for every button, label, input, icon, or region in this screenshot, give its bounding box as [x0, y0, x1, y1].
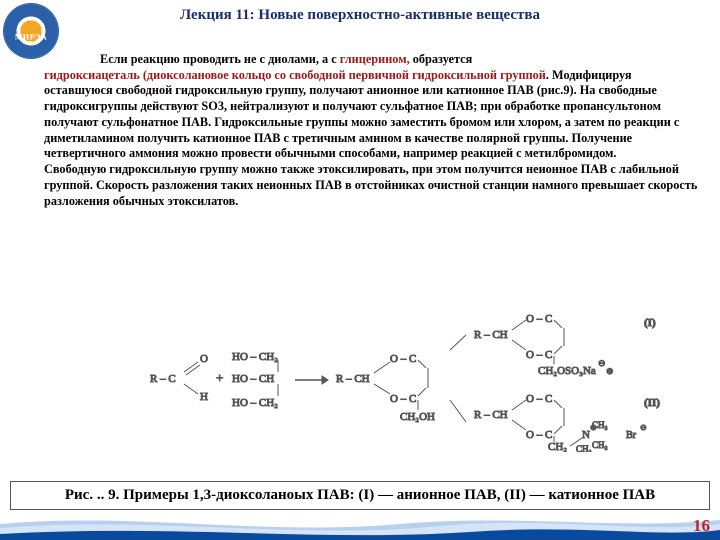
footer-wave — [0, 510, 720, 540]
lbl: CH₃ — [576, 444, 592, 452]
lbl: O – C — [526, 393, 552, 405]
lbl: CH₂OSO₃Na — [538, 365, 596, 377]
lbl: R – CH — [336, 373, 370, 385]
lbl: O – C — [390, 353, 416, 365]
lbl: O – C — [526, 313, 552, 325]
t-red2: гидроксиацеталь (диоксолановое кольцо со… — [44, 68, 546, 82]
slide-title: Лекция 11: Новые поверхностно-активные в… — [0, 7, 720, 24]
lbl: HO – CH — [232, 373, 274, 385]
lbl: O – C — [526, 429, 552, 441]
lbl: H — [200, 391, 208, 403]
lbl: HO – CH₂ — [232, 351, 278, 363]
lbl: + — [216, 370, 223, 385]
lbl: N — [582, 429, 590, 441]
chemical-scheme: R – C O H + HO – CH₂ HO – CH HO – CH₂ R … — [150, 310, 670, 452]
t1: Если реакцию проводить не с диолами, а с — [100, 52, 340, 66]
lbl: Br — [626, 430, 637, 441]
t4: Свободную гидроксильную группу можно так… — [44, 162, 700, 209]
lbl: HO – CH₂ — [232, 397, 278, 409]
lbl: O — [200, 353, 208, 365]
lbl: (I) — [644, 317, 656, 329]
lbl: ⊖ — [640, 423, 647, 432]
lbl: ⊕ — [606, 366, 614, 376]
page-number: 16 — [693, 516, 710, 536]
lbl: CH₂OH — [400, 411, 435, 423]
body-text: Если реакцию проводить не с диолами, а с… — [44, 52, 700, 209]
t2: образуется — [410, 52, 473, 66]
lbl: CH₃ — [592, 440, 608, 450]
lbl: R – CH — [474, 409, 508, 421]
figure-caption: Рис. .. 9. Примеры 1,3-диоксоланоых ПАВ:… — [10, 481, 710, 510]
lbl: R – CH — [474, 329, 508, 341]
lbl: O – C — [390, 393, 416, 405]
lbl: ⊖ — [598, 358, 606, 368]
lbl: CH₂ — [548, 441, 567, 452]
t-red1: глицерином, — [340, 52, 410, 66]
lbl: O – C — [526, 349, 552, 361]
lbl: CH₃ — [592, 420, 608, 430]
lbl: R – C — [150, 373, 176, 385]
lbl: (II) — [644, 397, 660, 409]
